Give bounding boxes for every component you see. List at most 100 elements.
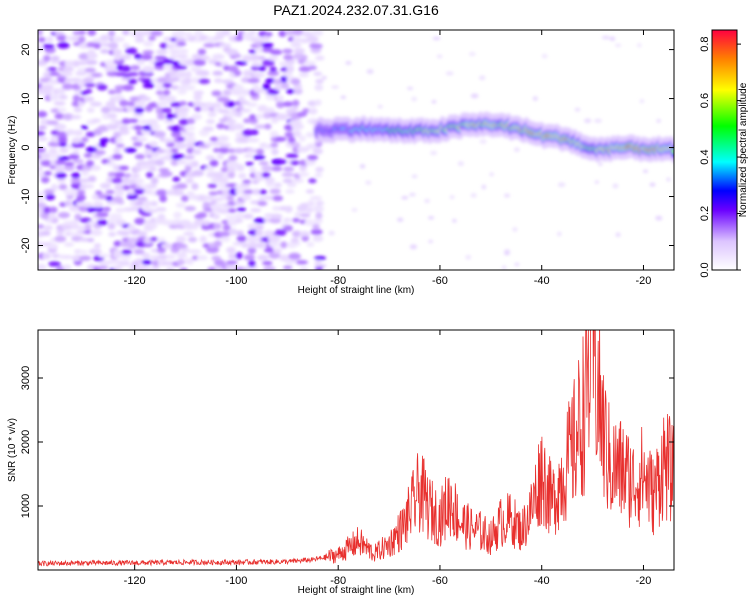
- heatmap-cell: [212, 70, 223, 76]
- colorbar-tick-label: 0.8: [699, 36, 711, 51]
- heatmap-cell: [157, 213, 166, 220]
- heatmap-cell: [428, 239, 434, 244]
- heatmap-cell: [126, 193, 139, 201]
- heatmap-cell: [283, 217, 292, 223]
- heatmap-cell: [272, 205, 281, 211]
- heatmap-cell: [128, 118, 139, 123]
- heatmap-cell: [193, 90, 205, 96]
- heatmap-cell: [82, 77, 95, 83]
- heatmap-cell: [46, 120, 59, 125]
- heatmap-cell: [193, 94, 203, 101]
- heatmap-cell: [203, 43, 216, 48]
- heatmap-cell: [253, 217, 267, 224]
- heatmap-cell: [639, 99, 645, 104]
- heatmap-cell: [256, 224, 264, 230]
- heatmap-cell: [292, 130, 302, 138]
- heatmap-cell: [411, 96, 417, 102]
- heatmap-cell: [77, 189, 86, 196]
- heatmap-cell: [143, 71, 154, 77]
- heatmap-cell: [481, 184, 487, 190]
- heatmap-cell: [286, 65, 295, 73]
- heatmap-cell: [121, 249, 133, 255]
- heatmap-cell: [80, 125, 89, 130]
- heatmap-cell: [150, 152, 160, 159]
- heatmap-cell: [142, 200, 151, 207]
- heatmap-cell: [557, 231, 562, 237]
- heatmap-cell: [91, 72, 103, 78]
- heatmap-cell: [64, 161, 75, 167]
- heatmap-cell: [176, 251, 188, 260]
- heatmap-cell: [312, 205, 324, 213]
- heatmap-cell: [149, 166, 157, 172]
- heatmap-cell: [119, 99, 129, 107]
- heatmap-cell: [218, 43, 232, 48]
- heatmap-cell: [58, 141, 68, 147]
- heatmap-cell: [61, 224, 74, 230]
- heatmap-cell: [87, 49, 96, 56]
- heatmap-cell: [304, 219, 315, 226]
- heatmap-cell: [161, 219, 175, 226]
- heatmap-cell: [166, 113, 174, 121]
- heatmap-cell: [55, 159, 66, 166]
- heatmap-cell: [234, 218, 244, 224]
- heatmap-cell: [54, 113, 65, 120]
- heatmap-cell: [141, 96, 152, 102]
- spectrogram-y-tick-label: -20: [20, 238, 32, 254]
- heatmap-cell: [247, 223, 260, 230]
- spectrogram-x-tick-label: -60: [432, 275, 448, 287]
- heatmap-cell: [268, 251, 281, 259]
- heatmap-cell: [479, 75, 486, 81]
- heatmap-cell: [218, 177, 229, 183]
- heatmap-cell: [304, 158, 316, 166]
- snr-x-tick-label: -40: [534, 575, 550, 587]
- heatmap-cell: [207, 183, 218, 188]
- heatmap-cell: [225, 119, 237, 124]
- heatmap-cell: [250, 54, 259, 61]
- heatmap-cell: [265, 182, 275, 188]
- heatmap-cell: [64, 200, 72, 207]
- heatmap-cell: [199, 55, 211, 61]
- heatmap-cell: [49, 94, 60, 101]
- heatmap-cell: [122, 43, 130, 49]
- heatmap-cell: [237, 96, 246, 102]
- heatmap-cell: [38, 191, 45, 196]
- heatmap-cell: [503, 193, 511, 198]
- heatmap-cell: [169, 49, 182, 54]
- heatmap-cell: [43, 225, 53, 231]
- heatmap-cell: [257, 56, 266, 61]
- heatmap-cell: [175, 30, 186, 38]
- colorbar-label: Normalized spectral amplitude: [738, 82, 749, 217]
- heatmap-cell: [203, 195, 215, 201]
- heatmap-cell: [267, 88, 280, 95]
- heatmap-cell: [162, 83, 173, 88]
- heatmap-cell: [258, 161, 269, 166]
- heatmap-cell: [207, 111, 217, 118]
- heatmap-cell: [107, 172, 117, 177]
- heatmap-cells: [38, 30, 674, 270]
- heatmap-cell: [174, 243, 188, 249]
- heatmap-cell: [184, 205, 197, 212]
- heatmap-cell: [222, 224, 231, 231]
- heatmap-cell: [93, 206, 104, 212]
- heatmap-cell: [314, 256, 327, 261]
- heatmap-cell: [211, 90, 222, 97]
- heatmap-cell: [285, 189, 295, 194]
- heatmap-cell: [43, 206, 52, 214]
- heatmap-cell: [213, 171, 225, 179]
- heatmap-cell: [169, 76, 180, 82]
- heatmap-cell: [105, 123, 119, 131]
- heatmap-cell: [150, 123, 161, 131]
- heatmap-cell: [202, 220, 211, 226]
- heatmap-cell: [313, 217, 323, 225]
- heatmap-cell: [411, 174, 418, 179]
- heatmap-cell: [213, 240, 222, 248]
- heatmap-cell: [134, 37, 145, 43]
- heatmap-cell: [271, 166, 283, 172]
- heatmap-cell: [397, 217, 404, 222]
- heatmap-cell: [220, 61, 229, 66]
- heatmap-cell: [78, 250, 89, 255]
- snr-x-axis-label: Height of straight line (km): [298, 585, 415, 596]
- heatmap-cell: [253, 154, 266, 160]
- heatmap-cell: [242, 179, 252, 184]
- heatmap-cell: [45, 194, 56, 201]
